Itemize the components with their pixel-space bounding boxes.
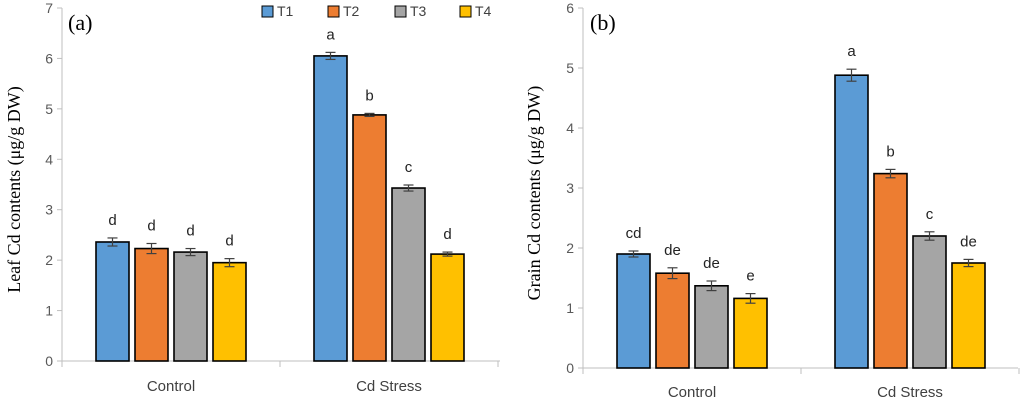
y-axis-title: Leaf Cd contents (μg/g DW) bbox=[4, 86, 25, 293]
y-tick-label: 6 bbox=[45, 50, 53, 66]
legend: T1 T2 T3 T4 bbox=[261, 3, 492, 19]
y-tick-label: 4 bbox=[45, 151, 53, 167]
significance-letter: b bbox=[365, 87, 373, 104]
significance-letter: de bbox=[960, 233, 977, 250]
bar-t3 bbox=[694, 284, 729, 369]
significance-letter: d bbox=[108, 212, 116, 229]
bar-t4 bbox=[733, 297, 768, 369]
bar-t2 bbox=[655, 272, 690, 369]
legend-swatch-t1 bbox=[261, 5, 274, 18]
significance-letter: d bbox=[225, 233, 233, 250]
x-category-label: Control bbox=[147, 378, 195, 395]
significance-letter: e bbox=[746, 268, 754, 285]
legend-swatch-t2 bbox=[327, 5, 340, 18]
significance-letter: b bbox=[886, 143, 894, 160]
y-tick-label: 4 bbox=[566, 120, 574, 136]
y-tick-label: 5 bbox=[566, 60, 574, 76]
leaf-cd-chart: 0 1 2 3 4 5 6 7 Control d d d d Cd Stress a b c d Leaf Cd … bbox=[4, 0, 500, 395]
bar-t1 bbox=[95, 241, 130, 362]
bar-t4 bbox=[430, 253, 465, 362]
significance-letter: de bbox=[703, 255, 720, 272]
bar-t3 bbox=[173, 251, 208, 362]
y-tick-label: 1 bbox=[45, 303, 53, 319]
y-tick-label: 1 bbox=[566, 300, 574, 316]
x-category-label: Control bbox=[668, 384, 716, 400]
bar-t2 bbox=[134, 247, 169, 362]
y-tick-label: 5 bbox=[45, 101, 53, 117]
bar-t3 bbox=[391, 187, 426, 362]
bar-t1 bbox=[313, 55, 348, 362]
legend-label: T1 bbox=[277, 3, 294, 19]
significance-letter: a bbox=[326, 26, 335, 43]
legend-swatch-t3 bbox=[394, 5, 407, 18]
bar-t4 bbox=[212, 261, 247, 362]
x-category-label: Cd Stress bbox=[356, 378, 422, 395]
significance-letter: c bbox=[926, 206, 934, 223]
y-tick-label: 7 bbox=[45, 0, 53, 16]
y-tick-label: 6 bbox=[566, 0, 574, 16]
y-axis-title: Grain Cd contents (μg/g DW) bbox=[524, 86, 545, 301]
panel-label: (b) bbox=[590, 10, 616, 35]
legend-label: T2 bbox=[343, 3, 360, 19]
panel-label: (a) bbox=[68, 10, 92, 35]
bar-t1 bbox=[616, 253, 651, 369]
bar-t2 bbox=[873, 172, 908, 369]
y-tick-label: 3 bbox=[566, 180, 574, 196]
legend-swatch-t4 bbox=[459, 5, 472, 18]
significance-letter: d bbox=[443, 226, 451, 243]
y-tick-label: 2 bbox=[45, 252, 53, 268]
significance-letter: c bbox=[405, 159, 413, 176]
significance-letter: d bbox=[147, 218, 155, 235]
bar-t1 bbox=[834, 74, 869, 369]
significance-letter: de bbox=[664, 242, 681, 259]
y-tick-label: 0 bbox=[566, 360, 574, 376]
significance-letter: cd bbox=[626, 225, 642, 242]
bar-t2 bbox=[352, 114, 387, 362]
legend-label: T3 bbox=[410, 3, 427, 19]
y-tick-label: 3 bbox=[45, 202, 53, 218]
x-category-label: Cd Stress bbox=[877, 384, 943, 400]
significance-letter: d bbox=[186, 223, 194, 240]
bar-t3 bbox=[912, 235, 947, 369]
significance-letter: a bbox=[847, 43, 856, 60]
bar-t4 bbox=[951, 262, 986, 369]
y-tick-label: 2 bbox=[566, 240, 574, 256]
y-tick-label: 0 bbox=[45, 353, 53, 369]
legend-label: T4 bbox=[475, 3, 492, 19]
grain-cd-chart: 0 1 2 3 4 5 6 Control cd de de e Cd Stress a b c de Grain… bbox=[524, 0, 1020, 400]
